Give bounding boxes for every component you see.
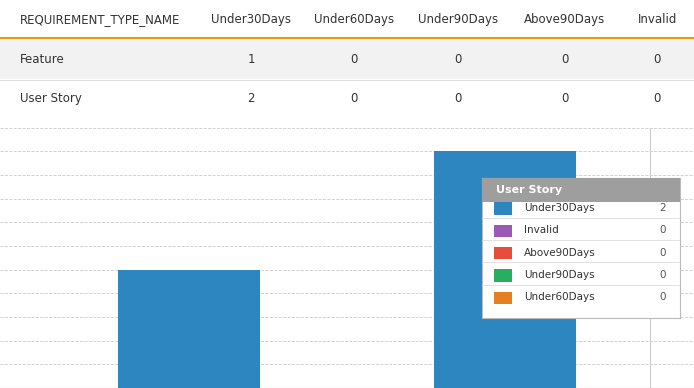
Bar — [494, 225, 512, 237]
Text: 0: 0 — [660, 270, 666, 280]
Text: User Story: User Story — [496, 185, 562, 195]
Bar — [118, 270, 260, 388]
Bar — [494, 292, 512, 304]
Bar — [494, 269, 512, 282]
Text: Under90Days: Under90Days — [524, 270, 595, 280]
Text: 0: 0 — [660, 292, 666, 302]
Text: Above90Days: Above90Days — [524, 248, 595, 258]
Text: 0: 0 — [660, 225, 666, 235]
Bar — [434, 151, 576, 388]
Text: Under30Days: Under30Days — [524, 203, 595, 213]
Text: 0: 0 — [660, 248, 666, 258]
Text: Under60Days: Under60Days — [524, 292, 595, 302]
Text: 2: 2 — [660, 203, 666, 213]
Bar — [482, 178, 680, 202]
Text: Invalid: Invalid — [524, 225, 559, 235]
Bar — [494, 202, 512, 215]
Bar — [494, 247, 512, 260]
